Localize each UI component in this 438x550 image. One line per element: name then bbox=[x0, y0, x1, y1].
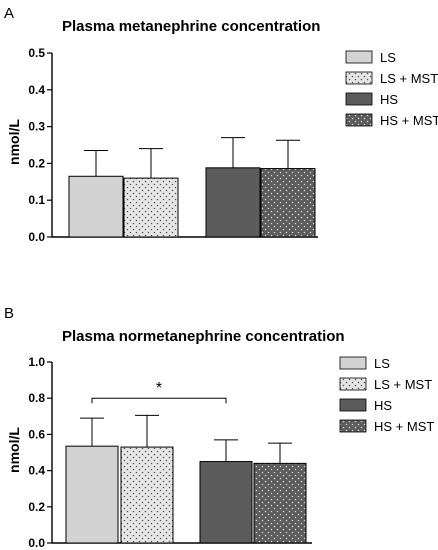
bar-a bbox=[68, 175, 124, 238]
panel-letter-a: A bbox=[4, 5, 14, 22]
chart-title-a: Plasma metanephrine concentration bbox=[62, 18, 320, 35]
legend-label-b: HS bbox=[374, 398, 392, 413]
y-axis-label-b: nmol/L bbox=[6, 427, 22, 473]
legend-label-b: LS bbox=[374, 356, 390, 371]
legend-swatch-b bbox=[339, 356, 367, 370]
y-tick-label-a: 0.5 bbox=[28, 46, 45, 60]
bar-b bbox=[65, 445, 119, 544]
y-tick-label-b: 0.6 bbox=[28, 427, 45, 441]
legend-swatch-a bbox=[345, 113, 373, 127]
bar-b bbox=[253, 462, 307, 544]
bar-b bbox=[120, 446, 174, 544]
y-axis-label-a: nmol/L bbox=[6, 119, 22, 165]
y-tick-label-b: 0.2 bbox=[28, 500, 45, 514]
legend-swatch-a bbox=[345, 92, 373, 106]
y-tick-label-b: 0.8 bbox=[28, 391, 45, 405]
legend-swatch-a bbox=[345, 50, 373, 64]
y-tick-label-a: 0.4 bbox=[28, 83, 45, 97]
legend-swatch-b bbox=[339, 377, 367, 391]
legend-swatch-b bbox=[339, 419, 367, 433]
bar-a bbox=[260, 168, 316, 238]
panel-letter-b: B bbox=[4, 305, 14, 322]
legend-label-b: HS + MST bbox=[374, 419, 434, 434]
y-tick-label-b: 1.0 bbox=[28, 355, 45, 369]
plot-area-a: 0.0 0.1 0.2 0.3 0.4 0.5 LS LS + MST HS HS + MST bbox=[28, 46, 438, 244]
y-tick-label-a: 0.0 bbox=[28, 230, 45, 244]
y-tick-label-a: 0.3 bbox=[28, 120, 45, 134]
chart-title-b: Plasma normetanephrine concentration bbox=[62, 328, 345, 345]
legend-label-a: HS bbox=[380, 92, 398, 107]
bar-b bbox=[199, 461, 253, 544]
significance-bracket-b bbox=[91, 397, 227, 404]
bar-a bbox=[205, 167, 261, 238]
y-tick-label-a: 0.2 bbox=[28, 156, 45, 170]
legend-swatch-a bbox=[345, 71, 373, 85]
legend-label-a: LS bbox=[380, 50, 396, 65]
significance-star-b: * bbox=[156, 380, 162, 397]
legend-label-a: LS + MST bbox=[380, 71, 438, 86]
y-tick-label-b: 0.4 bbox=[28, 464, 45, 478]
y-tick-label-b: 0.0 bbox=[28, 536, 45, 550]
legend-swatch-b bbox=[339, 398, 367, 412]
plot-area-b: 0.0 0.2 0.4 0.6 0.8 1.0 LS LS + MST HS HS + MST * bbox=[28, 355, 434, 550]
bar-a bbox=[123, 177, 179, 238]
y-tick-label-a: 0.1 bbox=[28, 193, 45, 207]
legend-label-a: HS + MST bbox=[380, 113, 438, 128]
legend-label-b: LS + MST bbox=[374, 377, 432, 392]
